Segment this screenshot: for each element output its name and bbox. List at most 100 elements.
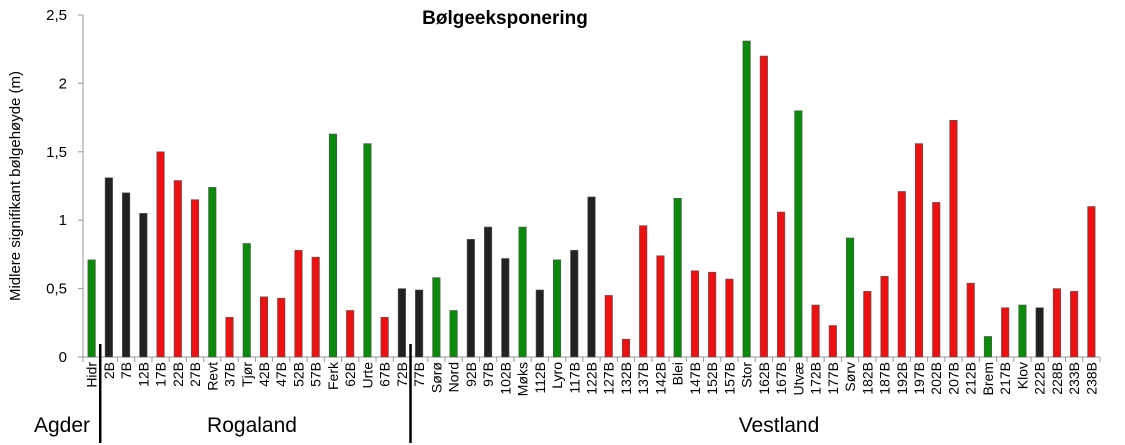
bar (553, 260, 561, 357)
x-tick-label: 238B (1083, 362, 1099, 395)
bar (1053, 289, 1061, 357)
bar (674, 198, 682, 357)
x-tick-label: 197B (911, 362, 927, 395)
bar (415, 290, 423, 357)
x-tick-label: Hidr (84, 362, 100, 388)
bar (932, 202, 940, 357)
bar (346, 310, 354, 357)
bar (622, 339, 630, 357)
x-tick-label: 12B (135, 362, 151, 387)
bar (1001, 308, 1009, 357)
bar (398, 289, 406, 357)
x-tick-label: 67B (377, 362, 393, 387)
bar (743, 41, 751, 357)
bar (795, 111, 803, 357)
x-tick-label: 182B (859, 362, 875, 395)
x-tick-label: 117B (566, 362, 582, 394)
bar (812, 305, 820, 357)
bar (950, 120, 958, 357)
bar (1019, 305, 1026, 357)
bar (226, 317, 234, 357)
region-label: Rogaland (207, 414, 297, 437)
bar (915, 144, 923, 357)
bar (88, 260, 96, 357)
x-tick-label: 77B (411, 362, 427, 387)
chart-title: Bølgeeksponering (422, 8, 588, 29)
bar (1088, 207, 1096, 357)
x-tick-label: Lyro (549, 362, 565, 389)
bar (260, 297, 268, 357)
bar (605, 295, 613, 357)
bar (984, 336, 992, 357)
bar (157, 152, 165, 357)
plot-area: 0 0,5 1 1,5 2 2,5 Hidr 2B 7B 12B 17B 22B 27B Revt 37B T… (34, 7, 1100, 443)
bar (898, 191, 906, 357)
bar (536, 290, 544, 357)
x-tick-label: 92B (463, 362, 479, 387)
bar (571, 250, 579, 357)
x-tick-label: Tjør (239, 362, 255, 387)
bar (657, 256, 665, 357)
x-tick-label: 22B (170, 362, 186, 387)
x-tick-label: 112B (532, 362, 548, 394)
x-tick-label: 97B (480, 362, 496, 387)
x-tick-label: Ferk (325, 361, 341, 390)
x-tick-label: 2B (101, 362, 117, 379)
x-tick-label: 212B (963, 362, 979, 395)
y-tick-label: 1,5 (46, 144, 67, 161)
bar (209, 187, 217, 357)
bar (639, 226, 647, 357)
x-tick-label: 177B (825, 362, 841, 395)
y-tick-label: 2 (59, 75, 67, 92)
bar (726, 279, 734, 357)
x-tick-label: 147B (687, 362, 703, 395)
x-tick-label: 217B (997, 362, 1013, 395)
bar (450, 310, 458, 357)
x-tick-label: 142B (652, 362, 668, 395)
bar (381, 317, 389, 357)
x-tick-label: Møks (515, 362, 531, 396)
x-tick-label: 167B (773, 362, 789, 395)
x-tick-label: Stor (739, 362, 755, 388)
bar (1036, 308, 1044, 357)
x-tick-label: 157B (721, 362, 737, 395)
bar (174, 181, 182, 357)
x-tick-label: 137B (635, 362, 651, 395)
bar (691, 271, 699, 357)
bar (760, 56, 768, 357)
x-tick-label: Klov (1014, 362, 1030, 389)
y-tick-label: 0 (59, 349, 67, 366)
x-tick-label: 52B (290, 362, 306, 387)
x-tick-label: 202B (928, 362, 944, 395)
bar (467, 239, 475, 357)
region-label: Agder (34, 414, 90, 437)
bar (122, 193, 130, 357)
x-tick-label: 187B (877, 362, 893, 395)
x-tick-label: Utvæ (790, 362, 806, 395)
y-tick-label: 1 (59, 212, 67, 229)
x-tick-label: 72B (394, 362, 410, 387)
x-tick-label: 162B (756, 362, 772, 395)
x-tick-label: Brem (980, 362, 996, 395)
x-tick-label: 17B (153, 362, 169, 387)
x-tick-label: 47B (273, 362, 289, 387)
y-axis-label: Midlere signifikant bølgehøyde (m) (7, 71, 24, 301)
bar (846, 238, 854, 357)
x-tick-label: 127B (601, 362, 617, 395)
x-tick-label: 27B (187, 362, 203, 387)
x-tick-label: 57B (308, 362, 324, 387)
x-tick-label: 122B (584, 362, 600, 395)
x-tick-label: 152B (704, 362, 720, 395)
x-tick-label: Blei (670, 362, 686, 385)
y-tick-label: 0,5 (46, 281, 67, 298)
bar (433, 278, 441, 357)
bar (588, 197, 596, 357)
x-tick-label: Urte (359, 362, 375, 389)
bar (312, 257, 320, 357)
bar (519, 227, 527, 357)
bar (1070, 291, 1078, 357)
bar (191, 200, 199, 357)
bar (277, 298, 285, 357)
bar (864, 291, 872, 357)
